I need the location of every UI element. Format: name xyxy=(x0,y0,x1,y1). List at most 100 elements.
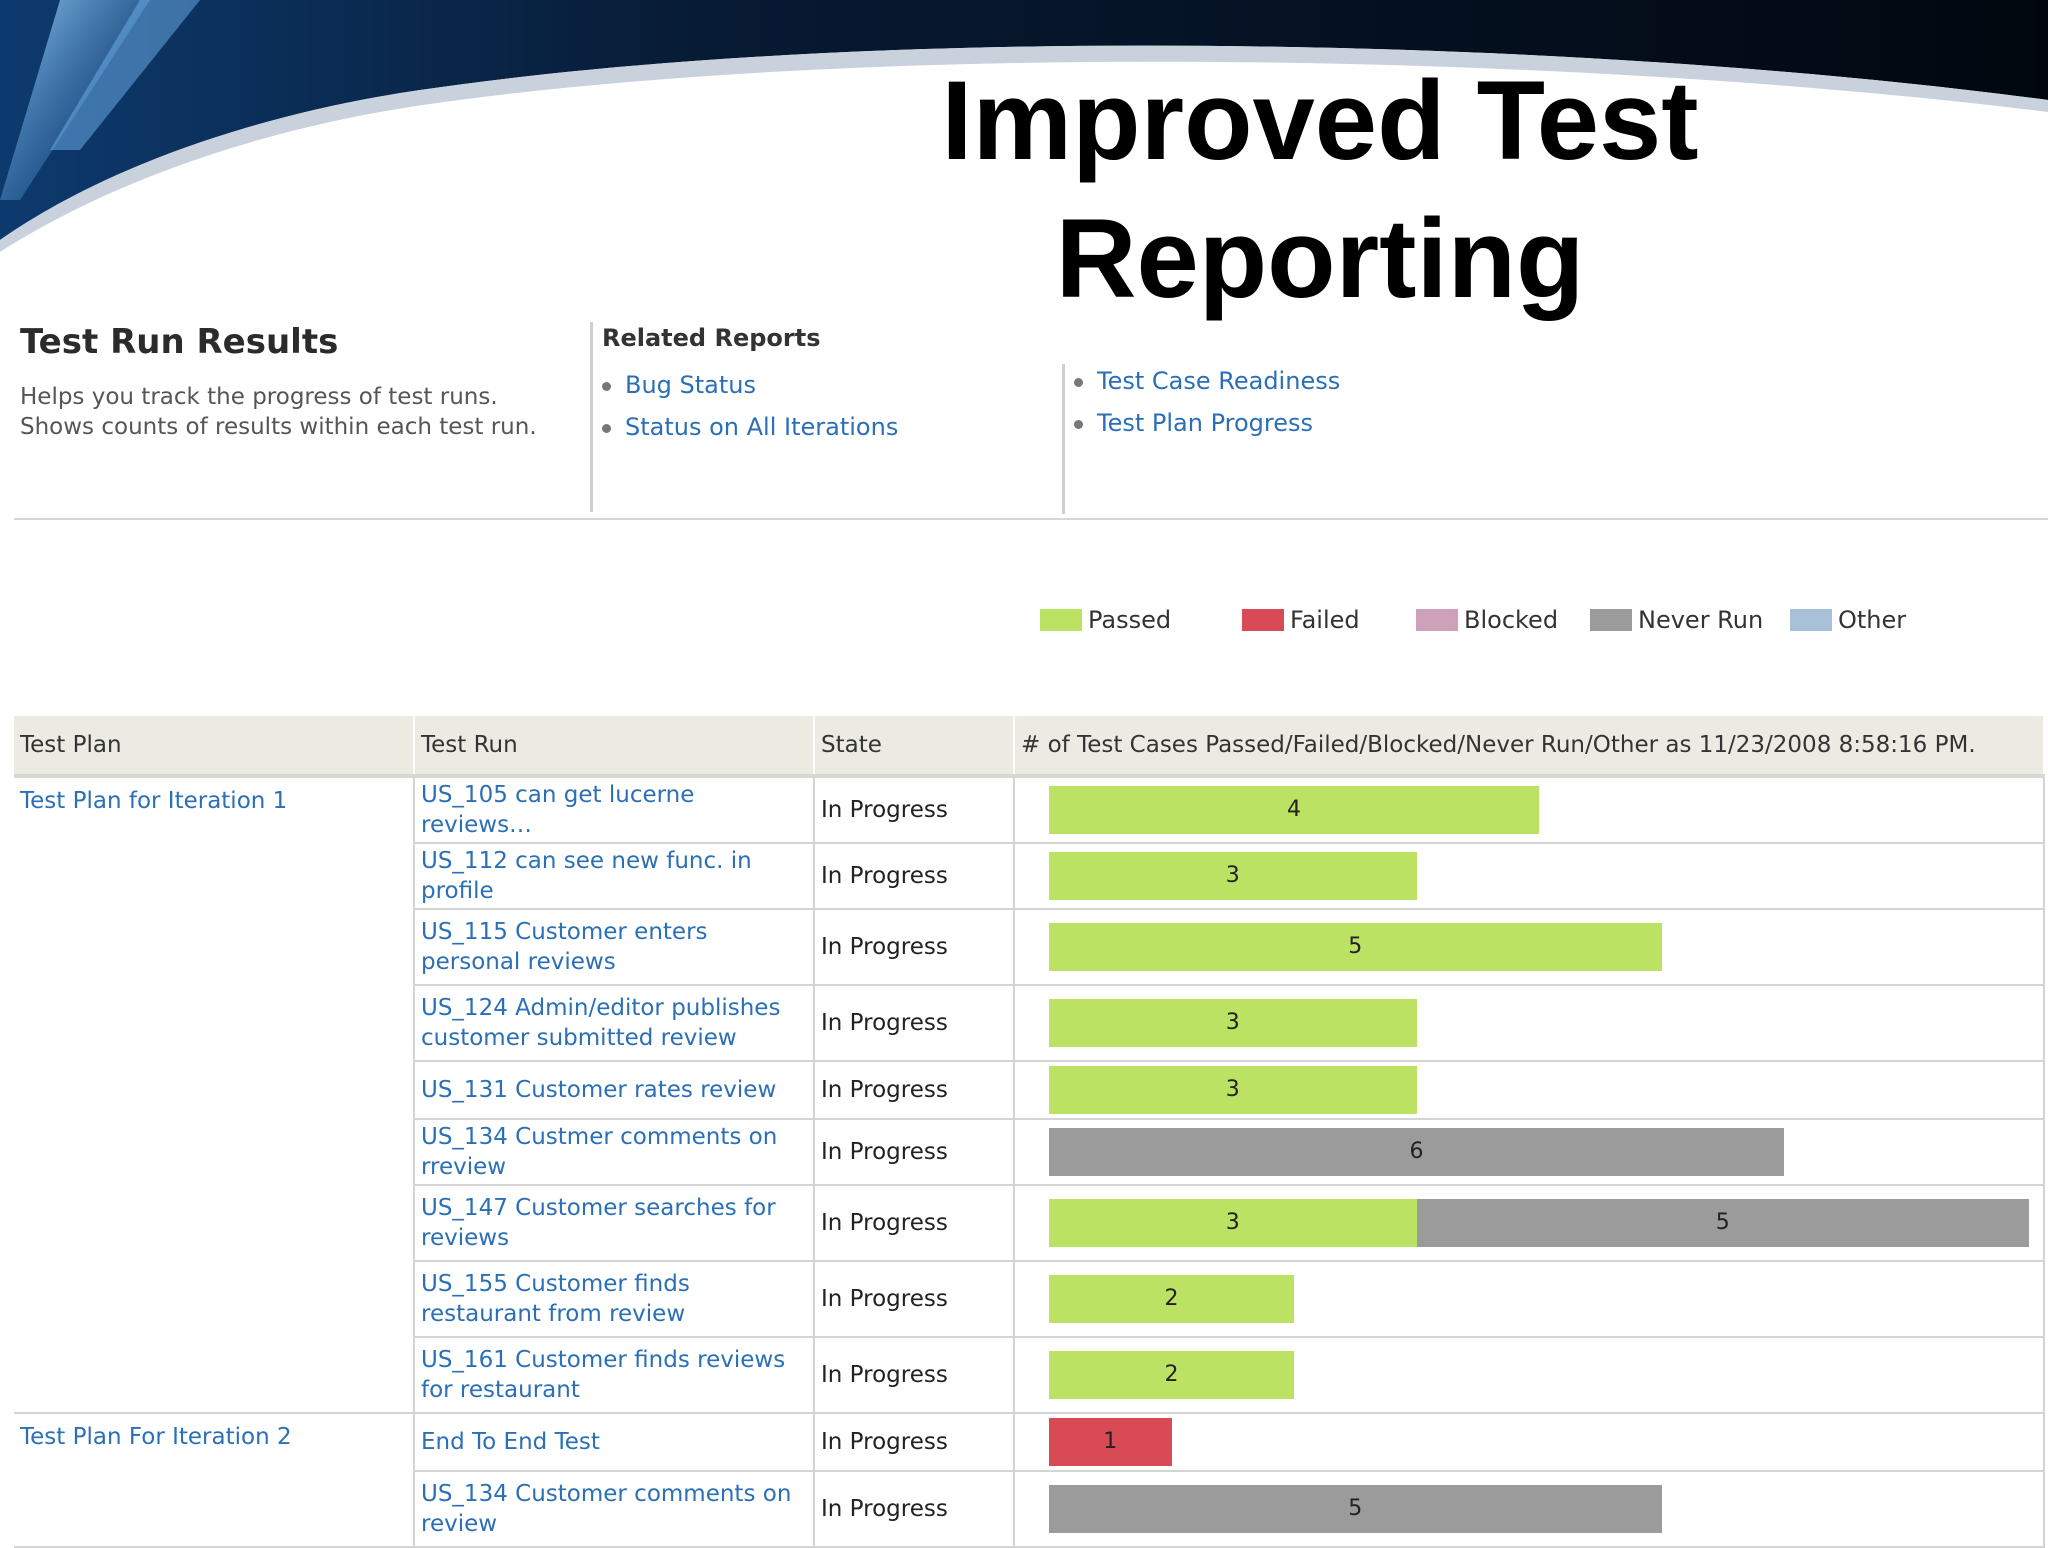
test-run-link[interactable]: US_105 can get lucerne reviews… xyxy=(414,776,815,844)
column-header-test-run: Test Run xyxy=(414,716,815,778)
slide-banner-graphic xyxy=(0,0,2048,252)
table-header-row: Test Plan Test Run State # of Test Cases… xyxy=(14,716,2045,778)
test-run-link[interactable]: US_112 can see new func. in profile xyxy=(414,843,815,910)
results-body: Test Plan for Iteration 1 US_105 can get … xyxy=(14,776,2045,1548)
result-bar-cell: 5 xyxy=(1014,1471,2045,1548)
legend-swatch xyxy=(1040,609,1082,631)
legend-item-failed: Failed xyxy=(1242,606,1360,634)
legend-item-blocked: Blocked xyxy=(1416,606,1558,634)
table-row: US_155 Customer finds restaurant from re… xyxy=(14,1261,2045,1338)
column-header-test-plan: Test Plan xyxy=(14,716,415,778)
table-row: US_161 Customer finds reviews for restau… xyxy=(14,1337,2045,1414)
test-run-state: In Progress xyxy=(814,1471,1015,1548)
test-run-state: In Progress xyxy=(814,1119,1015,1186)
result-stacked-bar: 1 xyxy=(1049,1418,2029,1466)
table-row: US_124 Admin/editor publishes customer s… xyxy=(14,985,2045,1062)
result-stacked-bar: 2 xyxy=(1049,1275,2029,1323)
test-run-state: In Progress xyxy=(814,776,1015,844)
result-stacked-bar: 2 xyxy=(1049,1351,2029,1399)
test-run-link[interactable]: End To End Test xyxy=(414,1413,815,1472)
result-stacked-bar: 5 xyxy=(1049,1485,2029,1533)
test-run-link[interactable]: US_161 Customer finds reviews for restau… xyxy=(414,1337,815,1414)
result-stacked-bar: 3 xyxy=(1049,999,2029,1047)
table-row: US_147 Customer searches for reviews In P… xyxy=(14,1185,2045,1262)
related-report-link[interactable]: Test Plan Progress xyxy=(1074,402,1340,444)
related-report-link[interactable]: Bug Status xyxy=(602,364,898,406)
related-reports-heading: Related Reports xyxy=(602,324,821,352)
result-bar-cell: 2 xyxy=(1014,1261,2045,1338)
slide-title: Improved Test Reporting xyxy=(941,58,1699,321)
test-run-link[interactable]: US_155 Customer finds restaurant from re… xyxy=(414,1261,815,1338)
legend-swatch xyxy=(1242,609,1284,631)
test-run-state: In Progress xyxy=(814,1185,1015,1262)
test-run-link[interactable]: US_134 Custmer comments on rreview xyxy=(414,1119,815,1186)
table-row: Test Plan for Iteration 1 US_105 can get … xyxy=(14,776,2045,1414)
test-run-link[interactable]: US_124 Admin/editor publishes customer s… xyxy=(414,985,815,1062)
bar-segment-passed[interactable]: 4 xyxy=(1049,786,1539,834)
bullet-icon xyxy=(1074,419,1083,429)
test-run-state: In Progress xyxy=(814,1337,1015,1414)
legend-item-passed: Passed xyxy=(1040,606,1171,634)
column-header-state: State xyxy=(814,716,1015,778)
table-row: US_134 Customer comments on review In Pro… xyxy=(14,1471,2045,1548)
result-stacked-bar: 6 xyxy=(1049,1128,2029,1176)
test-run-state: In Progress xyxy=(814,1413,1015,1472)
result-bar-cell: 3 xyxy=(1014,843,2045,910)
test-plan-link[interactable]: Test Plan for Iteration 1 xyxy=(14,776,415,1414)
related-reports-list-1: Bug Status Status on All Iterations xyxy=(602,364,898,448)
test-plan-link[interactable]: Test Plan For Iteration 2 xyxy=(14,1413,415,1548)
legend-swatch xyxy=(1416,609,1458,631)
related-reports-list-2: Test Case Readiness Test Plan Progress xyxy=(1074,360,1340,444)
legend-item-never-run: Never Run xyxy=(1590,606,1763,634)
result-stacked-bar: 3 xyxy=(1049,1066,2029,1114)
bar-segment-passed[interactable]: 2 xyxy=(1049,1275,1294,1323)
related-report-link[interactable]: Status on All Iterations xyxy=(602,406,898,448)
test-run-link[interactable]: US_131 Customer rates review xyxy=(414,1061,815,1120)
bullet-icon xyxy=(1074,377,1083,387)
bullet-icon xyxy=(602,381,611,391)
bar-segment-passed[interactable]: 3 xyxy=(1049,999,1417,1047)
result-stacked-bar: 3 xyxy=(1049,852,2029,900)
bar-segment-passed[interactable]: 3 xyxy=(1049,1066,1417,1114)
bar-segment-never[interactable]: 6 xyxy=(1049,1128,1784,1176)
results-table: Test Plan Test Run State # of Test Cases… xyxy=(14,716,2045,1548)
test-run-link[interactable]: US_134 Customer comments on review xyxy=(414,1471,815,1548)
report-description: Helps you track the progress of test run… xyxy=(20,384,537,440)
test-run-state: In Progress xyxy=(814,1261,1015,1338)
bar-segment-passed[interactable]: 2 xyxy=(1049,1351,1294,1399)
test-run-state: In Progress xyxy=(814,909,1015,986)
bar-segment-passed[interactable]: 3 xyxy=(1049,852,1417,900)
result-bar-cell: 3 xyxy=(1014,985,2045,1062)
result-bar-cell: 3 xyxy=(1014,1061,2045,1120)
table-row: US_134 Custmer comments on rreview In Pro… xyxy=(14,1119,2045,1186)
bar-segment-never[interactable]: 5 xyxy=(1049,1485,1662,1533)
result-bar-cell: 2 xyxy=(1014,1337,2045,1414)
bar-segment-passed[interactable]: 3 xyxy=(1049,1199,1417,1247)
test-run-link[interactable]: US_115 Customer enters personal reviews xyxy=(414,909,815,986)
header-divider xyxy=(590,322,593,512)
test-run-state: In Progress xyxy=(814,1061,1015,1120)
test-run-link[interactable]: US_147 Customer searches for reviews xyxy=(414,1185,815,1262)
bar-segment-never[interactable]: 5 xyxy=(1416,1199,2029,1247)
result-bar-cell: 4 xyxy=(1014,776,2045,844)
related-report-link[interactable]: Test Case Readiness xyxy=(1074,360,1340,402)
result-bar-cell: 5 xyxy=(1014,909,2045,986)
bar-segment-passed[interactable]: 5 xyxy=(1049,923,1662,971)
test-run-state: In Progress xyxy=(814,985,1015,1062)
result-stacked-bar: 4 xyxy=(1049,786,2029,834)
test-run-state: In Progress xyxy=(814,843,1015,910)
report-header: Test Run Results Helps you track the pro… xyxy=(14,318,2048,520)
table-row: US_115 Customer enters personal reviews I… xyxy=(14,909,2045,986)
bar-segment-failed[interactable]: 1 xyxy=(1049,1418,1172,1466)
bullet-icon xyxy=(602,423,611,433)
table-row: US_112 can see new func. in profile In Pr… xyxy=(14,843,2045,910)
report-title: Test Run Results xyxy=(20,322,339,362)
legend-swatch xyxy=(1790,609,1832,631)
result-bar-cell: 6 xyxy=(1014,1119,2045,1186)
table-row: Test Plan For Iteration 2 End To End Test… xyxy=(14,1413,2045,1548)
result-bar-cell: 1 xyxy=(1014,1413,2045,1472)
column-header-counts: # of Test Cases Passed/Failed/Blocked/Ne… xyxy=(1014,716,2045,778)
legend-item-other: Other xyxy=(1790,606,1906,634)
